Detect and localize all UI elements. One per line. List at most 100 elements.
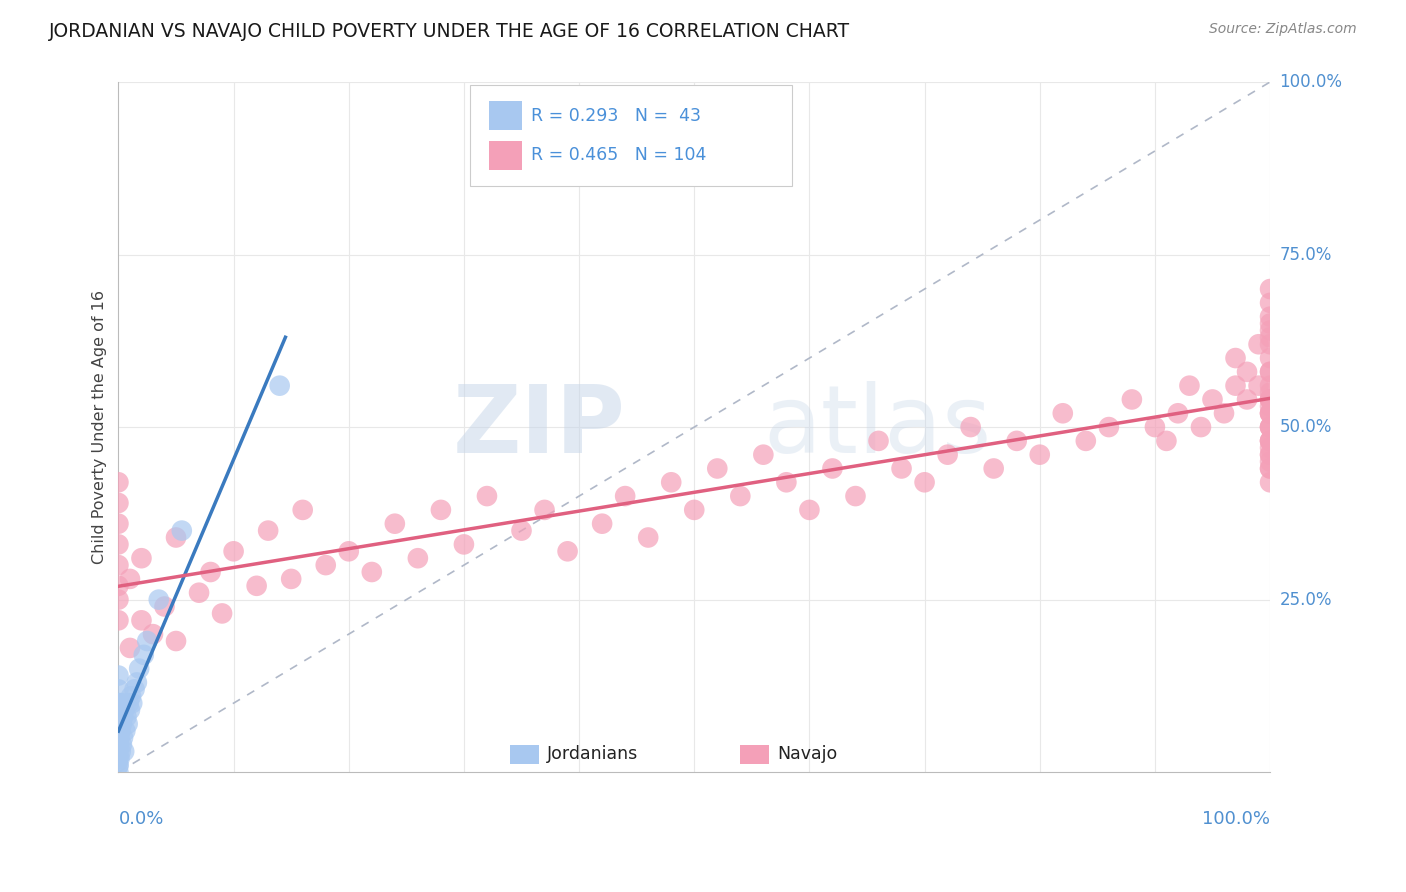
- Text: ZIP: ZIP: [453, 381, 626, 473]
- Point: [1258, 330, 1281, 344]
- Point: [1258, 282, 1281, 296]
- Point: [384, 516, 406, 531]
- Text: Source: ZipAtlas.com: Source: ZipAtlas.com: [1209, 22, 1357, 37]
- Point: [1258, 406, 1281, 420]
- Point: [1258, 454, 1281, 468]
- Point: [280, 572, 302, 586]
- Point: [108, 731, 131, 745]
- Point: [115, 710, 138, 724]
- Point: [107, 592, 129, 607]
- Point: [114, 723, 136, 738]
- Text: Jordanians: Jordanians: [547, 745, 638, 764]
- Point: [118, 703, 141, 717]
- Point: [131, 551, 153, 566]
- Point: [1258, 296, 1281, 310]
- Point: [315, 558, 337, 573]
- Point: [128, 662, 150, 676]
- FancyBboxPatch shape: [489, 141, 522, 169]
- Point: [107, 696, 129, 710]
- Point: [107, 765, 129, 780]
- Text: R = 0.293   N =  43: R = 0.293 N = 43: [530, 107, 700, 125]
- Point: [118, 696, 141, 710]
- Point: [821, 461, 844, 475]
- Point: [1258, 448, 1281, 462]
- Point: [1258, 434, 1281, 448]
- Point: [188, 585, 211, 599]
- Point: [1258, 351, 1281, 365]
- Point: [117, 716, 139, 731]
- Point: [1258, 461, 1281, 475]
- Point: [1258, 317, 1281, 331]
- Point: [1258, 434, 1281, 448]
- Point: [125, 675, 148, 690]
- Point: [121, 696, 143, 710]
- Point: [246, 579, 269, 593]
- Point: [1258, 420, 1281, 434]
- Point: [1258, 392, 1281, 407]
- Point: [107, 496, 129, 510]
- Point: [269, 378, 291, 392]
- Text: R = 0.465   N = 104: R = 0.465 N = 104: [530, 146, 706, 164]
- Point: [165, 531, 187, 545]
- Point: [111, 738, 134, 752]
- Point: [1189, 420, 1212, 434]
- Point: [107, 613, 129, 627]
- Point: [107, 710, 129, 724]
- Text: Navajo: Navajo: [778, 745, 838, 764]
- Point: [659, 475, 682, 490]
- FancyBboxPatch shape: [489, 102, 522, 130]
- Point: [112, 744, 135, 758]
- Point: [131, 613, 153, 627]
- Point: [337, 544, 360, 558]
- Point: [430, 503, 453, 517]
- Point: [591, 516, 613, 531]
- Point: [1258, 461, 1281, 475]
- Point: [124, 682, 146, 697]
- Point: [510, 524, 533, 538]
- Point: [360, 565, 382, 579]
- Text: 100.0%: 100.0%: [1202, 810, 1270, 828]
- Point: [107, 668, 129, 682]
- Point: [1213, 406, 1236, 420]
- Point: [1258, 406, 1281, 420]
- Point: [291, 503, 314, 517]
- Point: [1258, 420, 1281, 434]
- Point: [637, 531, 659, 545]
- Point: [148, 592, 170, 607]
- Point: [799, 503, 821, 517]
- Point: [118, 640, 141, 655]
- Point: [107, 744, 129, 758]
- Point: [868, 434, 890, 448]
- Point: [132, 648, 155, 662]
- Point: [107, 537, 129, 551]
- Point: [110, 723, 132, 738]
- Point: [1258, 441, 1281, 455]
- Point: [111, 696, 134, 710]
- FancyBboxPatch shape: [470, 86, 792, 186]
- Point: [1225, 351, 1247, 365]
- Point: [107, 738, 129, 752]
- Point: [1121, 392, 1143, 407]
- Point: [936, 448, 959, 462]
- Point: [142, 627, 165, 641]
- Point: [107, 516, 129, 531]
- Point: [107, 475, 129, 490]
- Point: [1225, 378, 1247, 392]
- Point: [1247, 378, 1270, 392]
- Point: [730, 489, 752, 503]
- Point: [222, 544, 245, 558]
- Point: [170, 524, 193, 538]
- Point: [120, 690, 142, 704]
- Text: 25.0%: 25.0%: [1279, 591, 1331, 608]
- Point: [112, 703, 135, 717]
- Point: [1156, 434, 1178, 448]
- Point: [1258, 406, 1281, 420]
- Point: [1178, 378, 1201, 392]
- Point: [557, 544, 579, 558]
- Point: [1258, 365, 1281, 379]
- Point: [983, 461, 1005, 475]
- Point: [107, 723, 129, 738]
- Point: [752, 448, 775, 462]
- Point: [1029, 448, 1052, 462]
- Point: [165, 634, 187, 648]
